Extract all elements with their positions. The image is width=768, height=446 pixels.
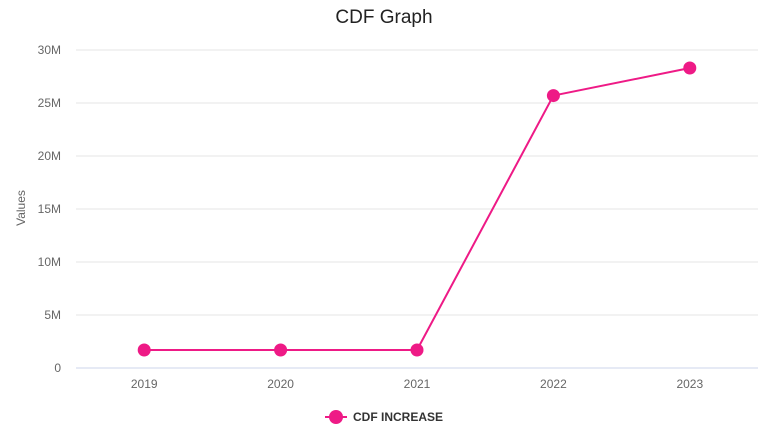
legend-item-cdf-increase[interactable]: CDF INCREASE xyxy=(324,410,443,424)
y-tick-label: 20M xyxy=(38,149,61,163)
y-tick-label: 25M xyxy=(38,96,61,110)
y-tick-label: 0 xyxy=(54,361,61,375)
data-point[interactable] xyxy=(410,343,424,357)
series-layer xyxy=(137,61,697,357)
legend-marker xyxy=(324,410,347,424)
x-tick-label: 2021 xyxy=(404,377,431,391)
legend-marker-dot xyxy=(328,410,343,424)
data-point[interactable] xyxy=(546,89,560,103)
chart-title: CDF Graph xyxy=(335,7,433,28)
y-axis-ticks: 0 5M 10M 15M 20M 25M 30M xyxy=(38,43,62,375)
y-axis-label: Values xyxy=(14,190,28,226)
y-tick-label: 10M xyxy=(38,255,61,269)
data-point[interactable] xyxy=(683,61,697,75)
gridlines xyxy=(76,49,758,316)
legend-label: CDF INCREASE xyxy=(352,410,443,424)
x-tick-label: 2023 xyxy=(676,377,703,391)
y-tick-label: 30M xyxy=(38,43,61,57)
x-tick-label: 2020 xyxy=(267,377,294,391)
x-tick-label: 2019 xyxy=(131,377,158,391)
x-axis-ticks: 2019 2020 2021 2022 2023 xyxy=(131,377,704,391)
y-tick-label: 15M xyxy=(38,202,61,216)
data-point[interactable] xyxy=(137,343,151,357)
data-point[interactable] xyxy=(274,343,288,357)
legend: CDF INCREASE xyxy=(0,410,768,424)
y-tick-label: 5M xyxy=(44,308,61,322)
x-tick-label: 2022 xyxy=(540,377,567,391)
